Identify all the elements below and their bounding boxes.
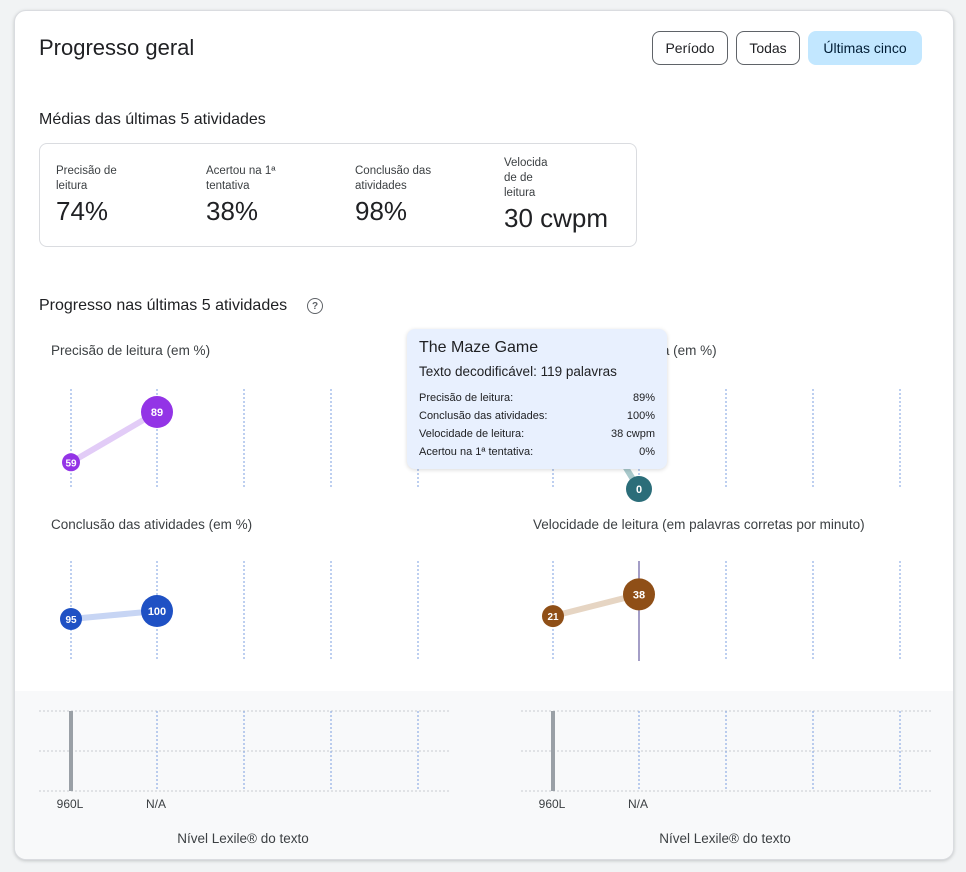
metric-label: Acertou na 1ª tentativa (206, 165, 276, 192)
data-point (141, 595, 173, 627)
series-line (68, 409, 160, 466)
metric-value: 98% (355, 196, 408, 226)
tooltip-title: The Maze Game (419, 339, 539, 356)
metric-value: 38% (206, 196, 259, 226)
tooltip-row-value: 38 cwpm (610, 428, 655, 440)
data-label: 38 (633, 589, 645, 601)
chart-title: Conclusão das atividades (em %) (51, 517, 253, 532)
lexile-bar (69, 711, 73, 791)
metric-label: Conclusão das atividades (355, 165, 432, 192)
line-chart-panel: 21 38 (542, 561, 901, 661)
metric-reading-accuracy: Precisão de leitura 74% (56, 164, 146, 227)
chart-title: Velocidade de leitura (em palavras corre… (533, 517, 865, 532)
lexile-tick-label: N/A (145, 797, 167, 811)
tooltip-row-label: Precisão de leitura: (419, 392, 514, 404)
progress-heading: Progresso nas últimas 5 atividades (39, 297, 288, 314)
data-point (62, 453, 80, 472)
tooltip-row-value: 89% (632, 392, 655, 404)
tooltip-row: Acertou na 1ª tentativa: 0% (419, 443, 655, 461)
data-label: 100 (148, 606, 166, 618)
lexile-tick-label: 960L (538, 797, 566, 811)
data-label: 21 (547, 612, 559, 623)
data-label: 89 (151, 407, 163, 419)
lexile-tick-label: 960L (56, 797, 84, 811)
progress-card: Progresso geral Período Todas Últimas ci… (14, 10, 954, 860)
line-chart-reading-accuracy: 59 89 0 95 100 21 38 (60, 389, 901, 661)
line-chart-panel: 95 100 (60, 561, 419, 661)
tooltip-row: Conclusão das atividades: 100% (419, 407, 655, 425)
data-label: 0 (636, 484, 642, 496)
filter-ultimas-cinco-button[interactable]: Últimas cinco (808, 31, 922, 65)
data-point (626, 476, 652, 502)
metric-reading-speed: Velocida de de leitura 30 cwpm (504, 156, 624, 234)
data-label: 95 (65, 615, 77, 626)
averages-box: Precisão de leitura 74% Acertou na 1ª te… (39, 143, 637, 247)
lexile-tick-label: N/A (627, 797, 649, 811)
metric-first-try: Acertou na 1ª tentativa 38% (206, 164, 296, 227)
filter-periodo-button[interactable]: Período (652, 31, 728, 65)
chart-title: Precisão de leitura (em %) (51, 343, 211, 358)
tooltip-row-value: 0% (639, 446, 655, 458)
lexile-axis-title: Nível Lexile® do texto (659, 831, 791, 846)
filter-todas-button[interactable]: Todas (736, 31, 800, 65)
tooltip-row-label: Conclusão das atividades: (419, 410, 548, 422)
averages-heading: Médias das últimas 5 atividades (39, 111, 266, 128)
data-label: 59 (65, 458, 77, 469)
tooltip-row-value: 100% (626, 410, 655, 422)
tooltip-row: Velocidade de leitura: 38 cwpm (419, 425, 655, 443)
data-point (623, 578, 655, 611)
data-point (60, 608, 82, 630)
tooltip-row-label: Acertou na 1ª tentativa: (419, 446, 534, 458)
metric-label: Velocida de de leitura (504, 157, 548, 199)
lexile-bar-charts (39, 710, 931, 792)
line-chart-panel: 59 89 (62, 389, 419, 487)
lexile-chart-panel (39, 710, 449, 792)
metric-value: 30 cwpm (504, 203, 609, 233)
page-title: Progresso geral (39, 35, 195, 60)
metric-completion: Conclusão das atividades 98% (355, 164, 450, 227)
tooltip-subtitle: Texto decodificável: 119 palavras (419, 364, 617, 379)
metric-value: 74% (56, 196, 109, 226)
lexile-axis-title: Nível Lexile® do texto (177, 831, 309, 846)
data-point (542, 605, 564, 628)
help-circle-icon[interactable]: ? (307, 298, 323, 314)
lexile-bar (551, 711, 555, 791)
tooltip-row: Precisão de leitura: 89% (419, 389, 655, 407)
lexile-chart-panel (521, 710, 931, 792)
activity-tooltip: The Maze Game Texto decodificável: 119 p… (407, 329, 667, 469)
lexile-section (15, 691, 953, 859)
data-point (141, 396, 173, 429)
metric-label: Precisão de leitura (56, 165, 117, 192)
tooltip-row-label: Velocidade de leitura: (419, 428, 525, 440)
